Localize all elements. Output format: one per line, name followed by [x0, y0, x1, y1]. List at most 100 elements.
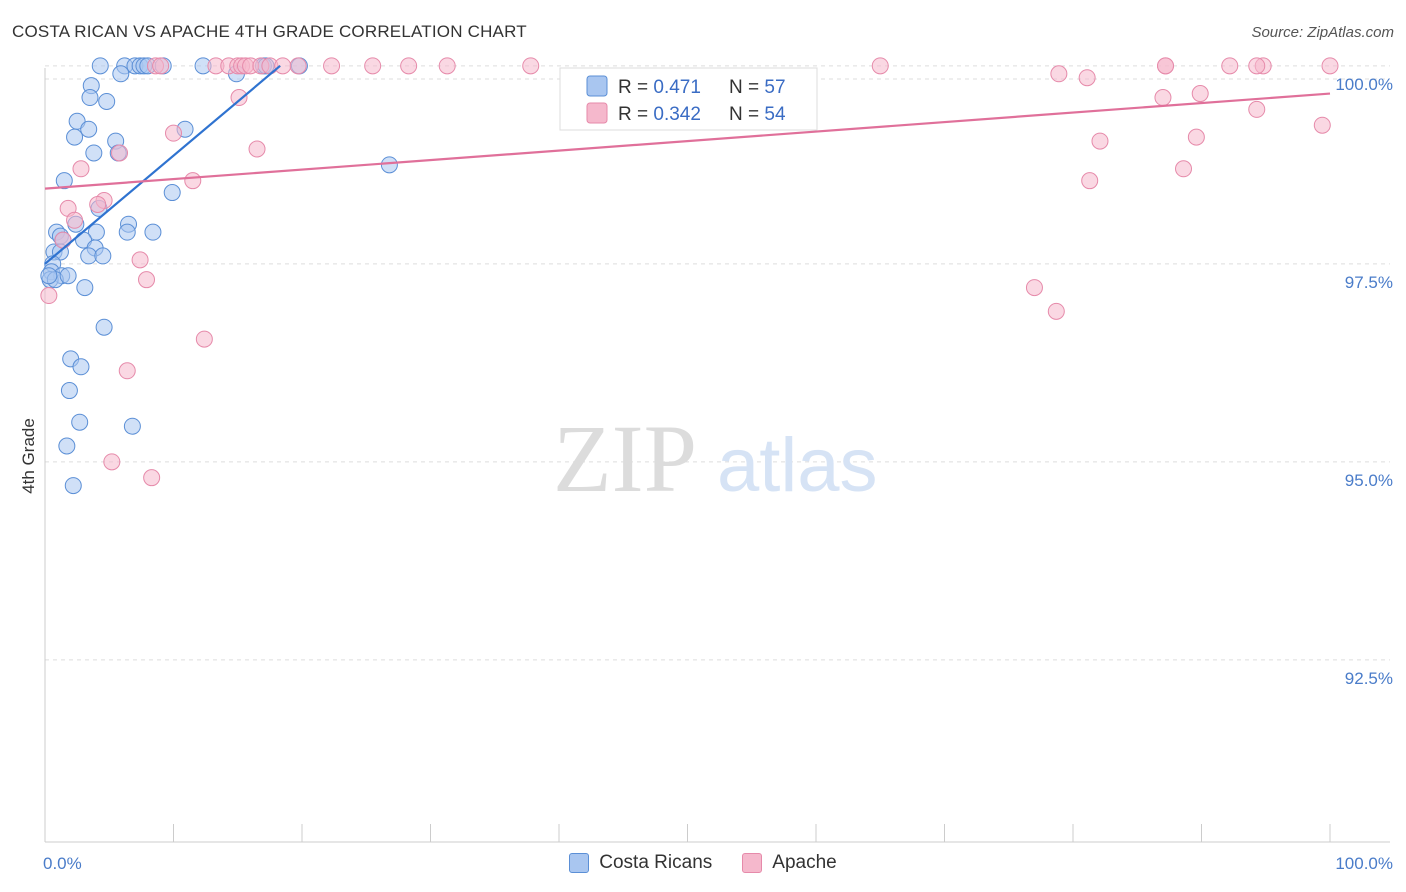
apache-point — [230, 89, 248, 107]
costa-rican-point — [66, 128, 84, 146]
costa-rican-point — [81, 89, 99, 107]
apache-point — [131, 251, 149, 269]
watermark: ZIP atlas — [553, 405, 878, 512]
costa-rican-point — [72, 358, 90, 376]
svg-text:R = 0.342: R = 0.342 — [618, 104, 701, 125]
legend-n-value-2: 54 — [764, 104, 786, 125]
svg-text:R = 0.471: R = 0.471 — [618, 77, 701, 98]
apache-point — [274, 57, 292, 75]
apache-point — [248, 140, 266, 158]
apache-point — [1191, 85, 1209, 103]
y-tick-label: 95.0% — [1345, 471, 1393, 490]
bottom-legend: Costa Ricans Apache — [0, 852, 1406, 874]
apache-point — [522, 57, 540, 75]
trend-layer — [44, 64, 1331, 265]
costa-rican-point — [71, 413, 89, 431]
costa-rican-point — [60, 382, 78, 400]
apache-point — [138, 271, 156, 289]
apache-point — [871, 57, 889, 75]
apache-point — [1091, 132, 1109, 150]
apache-point — [54, 231, 72, 249]
x-tick-label-start: 0.0% — [43, 854, 82, 873]
costa-rican-point — [91, 57, 109, 75]
apache-point — [143, 469, 161, 487]
apache-point — [72, 160, 90, 178]
apache-point — [118, 362, 136, 380]
legend-swatch-costa-ricans — [586, 75, 608, 97]
legend-r-label-1: R = — [618, 77, 653, 98]
apache-point — [1081, 172, 1099, 190]
costa-rican-point — [64, 477, 82, 495]
costa-rican-point — [55, 172, 73, 190]
legend-label-apache: Apache — [772, 852, 837, 873]
costa-rican-point — [95, 318, 113, 336]
legend-r-value-2: 0.342 — [653, 104, 701, 125]
y-tick-label: 100.0% — [1335, 75, 1393, 94]
legend-box: R = 0.471 N = 57 R = 0.342 N = 54 — [559, 67, 818, 131]
apache-point — [1221, 57, 1239, 75]
costa-rican-point — [98, 92, 116, 110]
apache-point — [103, 453, 121, 471]
svg-text:N = 57: N = 57 — [729, 77, 786, 98]
apache-point — [364, 57, 382, 75]
source-credit: Source: ZipAtlas.com — [1251, 24, 1394, 41]
grid-layer — [45, 65, 1390, 661]
legend-item-apache: Apache — [742, 852, 837, 874]
apache-point — [1154, 89, 1172, 107]
costa-rican-point — [80, 247, 98, 265]
points-layer — [40, 57, 1339, 495]
watermark-atlas: atlas — [717, 423, 878, 508]
legend-r-label-2: R = — [618, 104, 653, 125]
apache-point — [1313, 116, 1331, 134]
apache-point — [438, 57, 456, 75]
costa-rican-point — [380, 156, 398, 174]
apache-trendline — [44, 92, 1331, 190]
legend-swatch-pink — [742, 853, 763, 873]
apache-point — [1157, 57, 1175, 75]
legend-n-label-1: N = — [729, 77, 764, 98]
y-tick-label: 92.5% — [1345, 669, 1393, 688]
apache-point — [1248, 100, 1266, 118]
watermark-zip: ZIP — [553, 405, 697, 512]
costa-rican-point — [58, 437, 76, 455]
costa-rican-point — [144, 223, 162, 241]
costa-rican-point — [40, 267, 58, 285]
apache-point — [152, 57, 170, 75]
legend-n-value-1: 57 — [764, 77, 785, 98]
apache-point — [1050, 65, 1068, 83]
legend-n-label-2: N = — [729, 104, 764, 125]
legend-r-value-1: 0.471 — [653, 77, 701, 98]
apache-point — [289, 57, 307, 75]
apache-point — [1025, 279, 1043, 297]
costa-rican-point — [59, 267, 77, 285]
legend-swatch-apache — [586, 102, 608, 124]
costa-rican-point — [163, 184, 181, 202]
apache-point — [323, 57, 341, 75]
apache-point — [1248, 57, 1266, 75]
costa-rican-point — [118, 223, 136, 241]
y-tick-label: 97.5% — [1345, 273, 1393, 292]
costa-rican-point — [123, 417, 141, 435]
costa-rican-point — [94, 247, 112, 265]
chart-title: COSTA RICAN VS APACHE 4TH GRADE CORRELAT… — [12, 22, 527, 41]
apache-point — [1321, 57, 1339, 75]
apache-point — [400, 57, 418, 75]
apache-point — [1175, 160, 1193, 178]
apache-point — [66, 211, 84, 229]
apache-point — [89, 195, 107, 213]
x-tick-label-end: 100.0% — [1335, 854, 1393, 873]
apache-point — [1047, 302, 1065, 320]
axes-layer: 100.0% 97.5% 95.0% 92.5% 0.0% 100.0% — [43, 68, 1393, 873]
legend-label-costa-ricans: Costa Ricans — [599, 852, 713, 873]
costa-rican-point — [85, 144, 103, 162]
legend-swatch-blue — [569, 853, 590, 873]
costa-rican-point — [80, 120, 98, 138]
y-axis-label: 4th Grade — [19, 418, 38, 494]
apache-point — [1078, 69, 1096, 87]
apache-point — [184, 172, 202, 190]
costa-rican-trendline — [44, 64, 281, 265]
svg-text:N = 54: N = 54 — [729, 104, 786, 125]
apache-point — [111, 144, 129, 162]
apache-point — [195, 330, 213, 348]
